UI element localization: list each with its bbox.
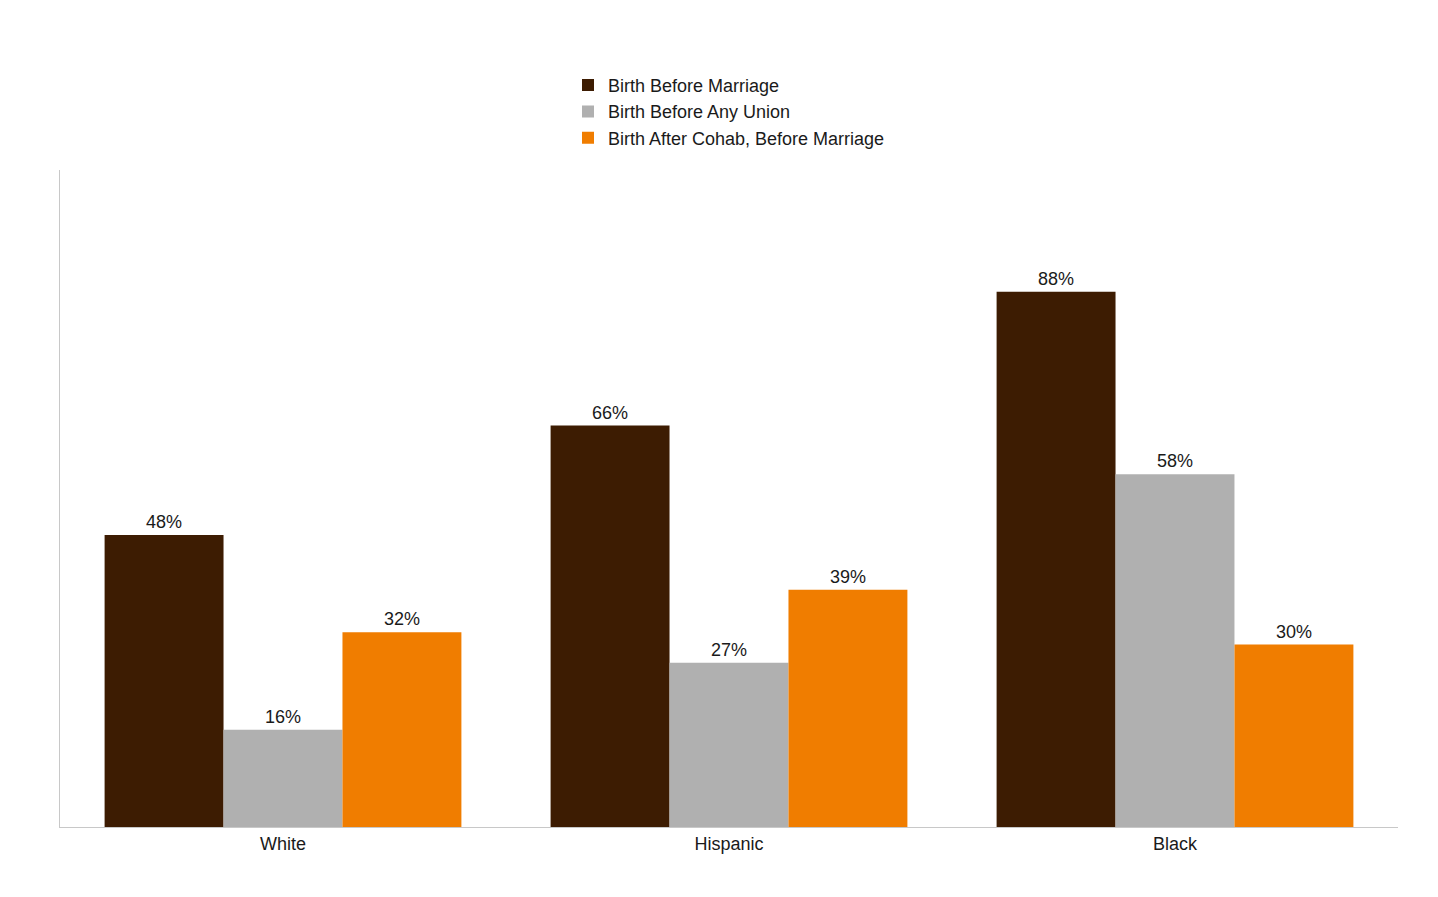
svg-text:16%: 16% <box>265 707 301 727</box>
svg-text:32%: 32% <box>384 609 420 629</box>
svg-text:48%: 48% <box>146 512 182 532</box>
svg-text:88%: 88% <box>1038 269 1074 289</box>
svg-text:58%: 58% <box>1157 451 1193 471</box>
svg-text:27%: 27% <box>711 640 747 660</box>
svg-text:Birth After Cohab, Before Marr: Birth After Cohab, Before Marriage <box>608 129 884 149</box>
svg-text:Birth Before Any Union: Birth Before Any Union <box>608 102 790 122</box>
svg-text:66%: 66% <box>592 403 628 423</box>
svg-text:Birth Before Marriage: Birth Before Marriage <box>608 76 779 96</box>
svg-text:Black: Black <box>1153 834 1198 854</box>
svg-text:White: White <box>260 834 306 854</box>
svg-text:39%: 39% <box>830 567 866 587</box>
svg-text:Hispanic: Hispanic <box>694 834 763 854</box>
svg-text:30%: 30% <box>1276 622 1312 642</box>
